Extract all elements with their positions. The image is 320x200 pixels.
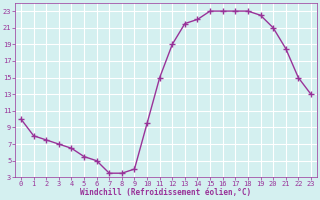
- X-axis label: Windchill (Refroidissement éolien,°C): Windchill (Refroidissement éolien,°C): [80, 188, 252, 197]
